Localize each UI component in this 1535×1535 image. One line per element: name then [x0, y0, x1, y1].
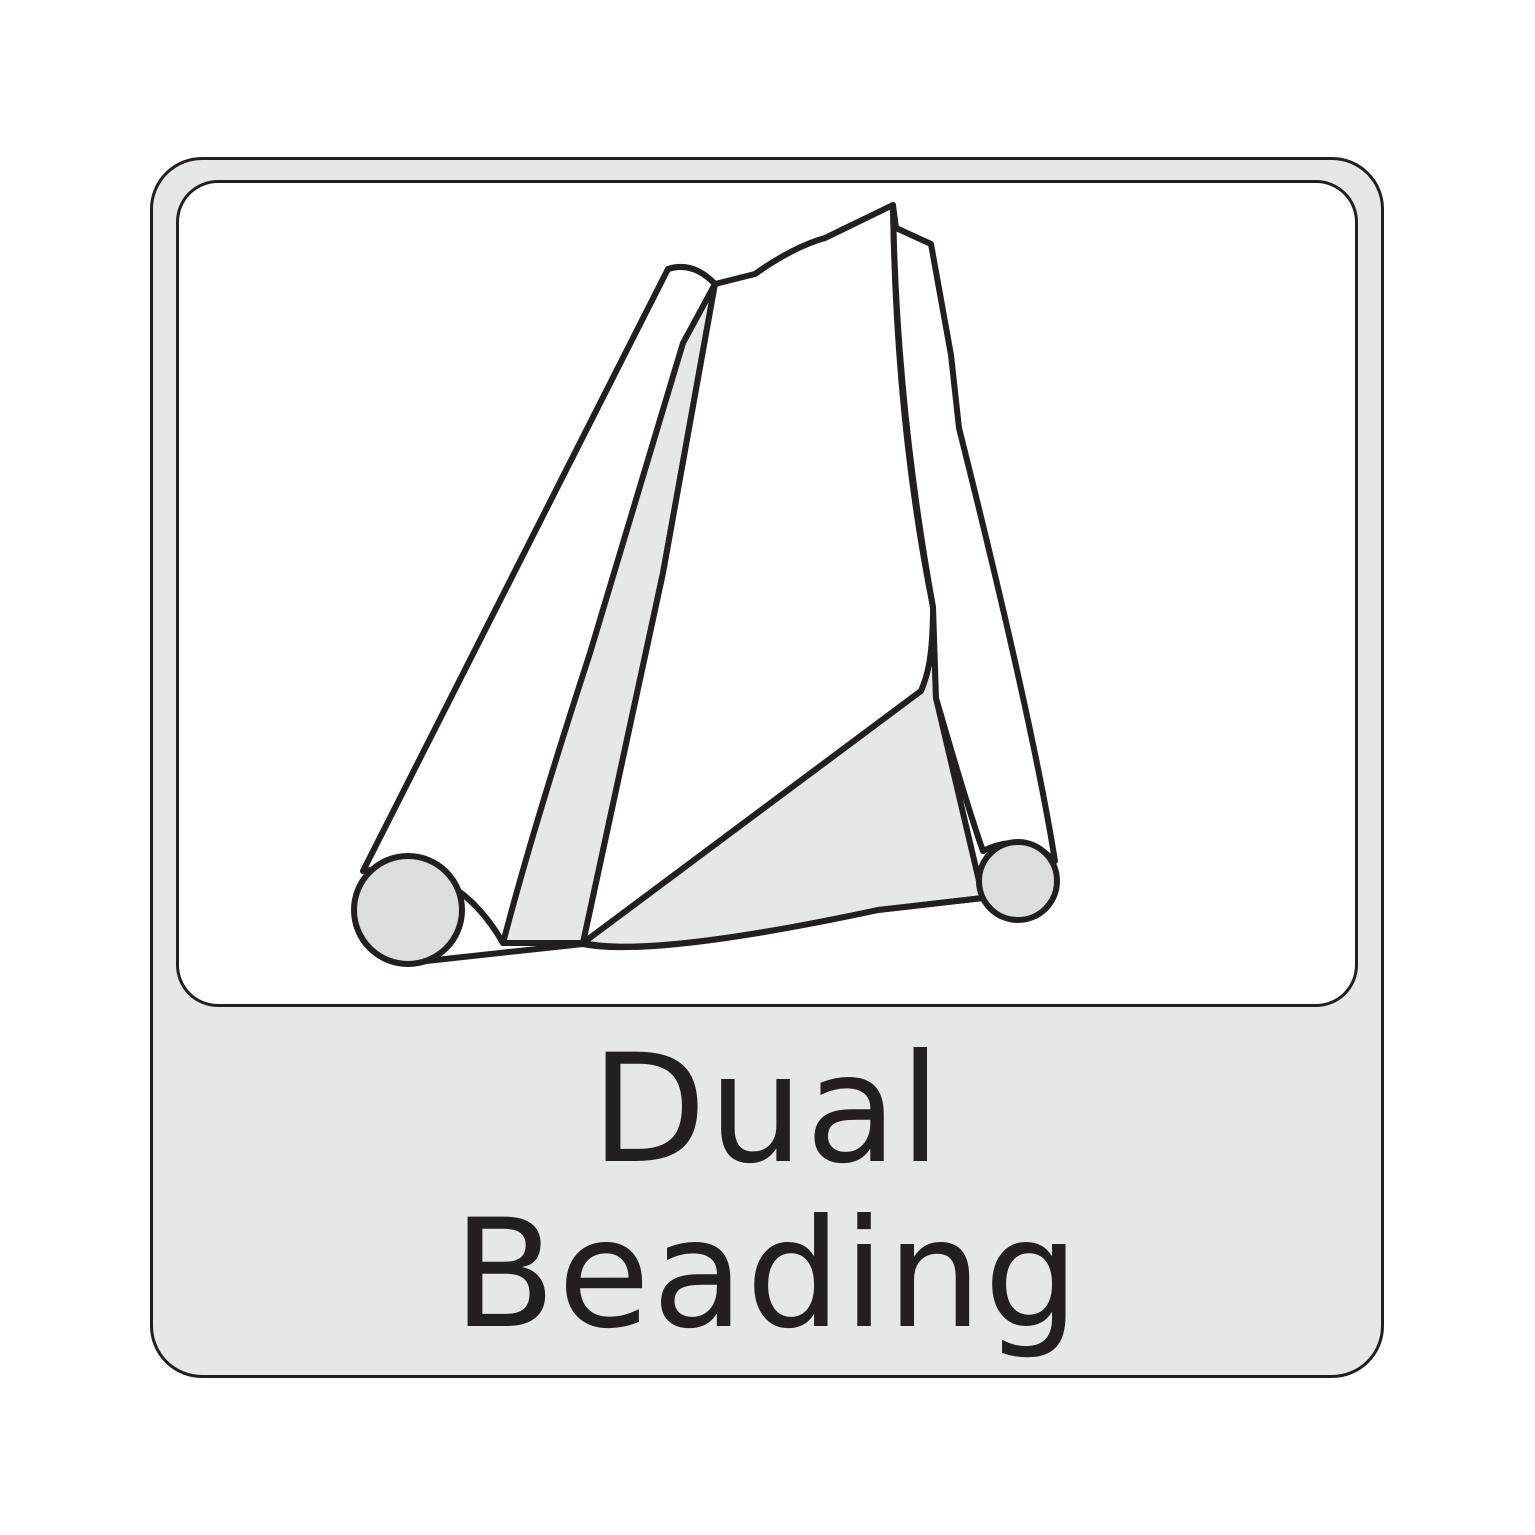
label-line-1: Dual: [590, 1023, 944, 1197]
illustration-panel: [176, 180, 1358, 1007]
label-line-2: Beading: [452, 1188, 1082, 1362]
rolled-film-icon: [351, 202, 1060, 967]
badge-label: Dual Beading: [150, 1008, 1384, 1378]
